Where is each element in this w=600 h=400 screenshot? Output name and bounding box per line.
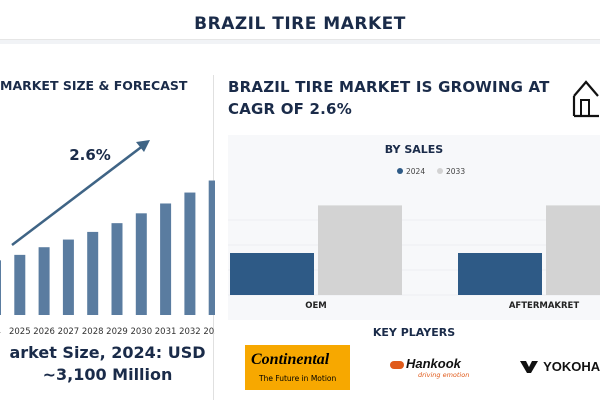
continental-logo: Continental The Future in Motion: [245, 345, 350, 390]
sales-category-label: AFTERMAKRET: [509, 301, 580, 311]
hankook-mark-icon: [390, 360, 404, 369]
legend-label: 2024: [406, 167, 425, 176]
sales-category-label: OEM: [305, 301, 327, 311]
cagr-annotation: 2.6%: [69, 146, 111, 164]
sales-bar: [230, 253, 314, 295]
forecast-tick-label: 2027: [58, 327, 80, 337]
title-divider: [0, 39, 600, 40]
sales-bar: [546, 205, 600, 295]
market-size-summary: arket Size, 2024: USD ~3,100 Million: [0, 342, 215, 386]
sales-bar: [318, 205, 402, 295]
forecast-tick-label: 2033: [203, 327, 215, 337]
forecast-bar: [160, 203, 172, 315]
forecast-tick-label: 2025: [9, 327, 31, 337]
key-players-title: KEY PLAYERS: [372, 326, 456, 339]
forecast-tick-label: 2032: [179, 327, 201, 337]
hankook-logo-name: Hankook: [390, 356, 469, 371]
legend-marker: [437, 168, 443, 174]
forecast-bar-chart: 24 202520262027202820292030203120322033 2.…: [0, 140, 215, 337]
title-accent-bar: [0, 40, 600, 44]
forecast-bar: [184, 192, 196, 315]
forecast-tick-label: 2031: [155, 327, 177, 337]
forecast-tick-label: 2028: [82, 327, 104, 337]
house-icon: [572, 80, 599, 118]
market-size-title-text: MARKET SIZE & FORECAST: [0, 78, 188, 93]
market-size-section-title: MARKET SIZE & FORECAST: [0, 78, 187, 93]
market-size-line-2: ~3,100 Million: [42, 365, 173, 384]
legend-marker: [397, 168, 403, 174]
continental-logo-name: Continental: [251, 351, 330, 368]
forecast-bar: [62, 239, 74, 315]
forecast-bar: [38, 247, 50, 315]
growth-arrow-head: [136, 140, 150, 152]
yokohama-logo: YOKOHA: [520, 356, 600, 375]
hankook-logo-tagline: driving emotion: [418, 371, 470, 379]
growth-arrow-line: [11, 144, 145, 246]
hankook-logo: Hankook driving emotion: [390, 356, 469, 379]
yokohama-mark-icon: [520, 360, 538, 373]
market-size-line-1: arket Size, 2024: USD: [9, 343, 206, 362]
forecast-tick-label: 2029: [106, 327, 128, 337]
forecast-bar: [14, 254, 26, 315]
forecast-bar: [135, 213, 147, 315]
sales-bar: [458, 253, 542, 295]
yokohama-logo-name: YOKOHA: [543, 359, 600, 374]
forecast-tick-label: 24: [0, 327, 1, 337]
forecast-tick-label: 2026: [33, 327, 55, 337]
headline-line-1: BRAZIL TIRE MARKET IS GROWING AT: [228, 78, 550, 96]
forecast-bar: [87, 231, 99, 315]
hankook-name-text: Hankook: [406, 356, 461, 371]
cagr-headline: BRAZIL TIRE MARKET IS GROWING AT CAGR OF…: [228, 76, 558, 120]
headline-line-2: CAGR OF 2.6%: [228, 100, 352, 118]
forecast-tick-label: 2030: [130, 327, 152, 337]
page-title: BRAZIL TIRE MARKET: [194, 14, 406, 34]
continental-logo-tagline: The Future in Motion: [259, 374, 337, 383]
forecast-bar: [208, 180, 215, 315]
by-sales-title: BY SALES: [384, 143, 444, 156]
legend-label: 2033: [446, 167, 465, 176]
by-sales-bar-chart: 2024 2033 OEM AFTERMAKRET: [228, 167, 600, 311]
forecast-bar: [0, 260, 1, 315]
forecast-bar: [111, 223, 123, 315]
